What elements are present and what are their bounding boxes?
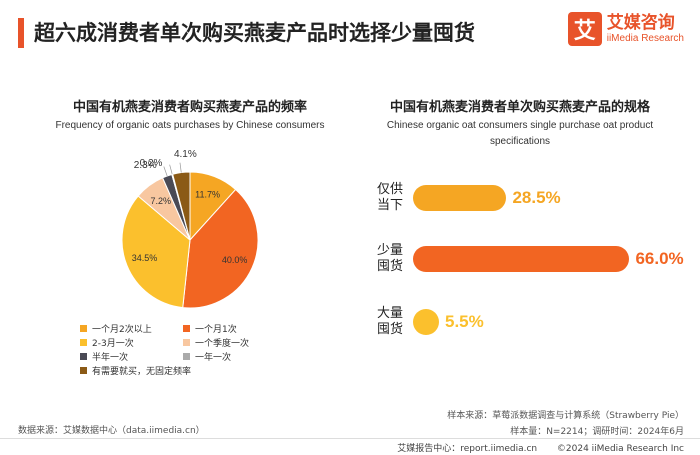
pie-slice-label: 7.2% — [150, 196, 171, 206]
pie-leader-line — [163, 166, 168, 177]
data-source: 数据来源：艾媒数据中心（data.iimedia.cn） — [18, 426, 205, 436]
bar-chart-title-en-line1: Chinese organic oat consumers single pur… — [386, 120, 654, 131]
footer-divider — [0, 438, 700, 439]
sample-size: 样本量：N=2214；调研时间：2024年6月 — [510, 427, 684, 437]
legend-item: 2-3月一次 — [80, 335, 183, 349]
pie-slice — [182, 188, 259, 309]
bar-chart-title-en-line2: specifications — [489, 136, 551, 147]
page-title: 超六成消费者单次购买燕麦产品时选择少量囤货 — [34, 21, 475, 45]
bar-category-label: 大量 囤货 — [377, 306, 404, 337]
bar — [413, 246, 630, 272]
legend-label: 2-3月一次 — [92, 338, 134, 349]
legend-label: 一年一次 — [195, 352, 232, 363]
pie-leader-line — [169, 164, 173, 175]
bar-value-label: 66.0% — [635, 249, 684, 268]
sample-source: 样本来源：草莓派数据调查与计算系统（Strawberry Pie） — [447, 411, 684, 421]
pie-chart-title-en: Frequency of organic oats purchases by C… — [55, 120, 325, 131]
bar — [413, 185, 507, 211]
legend-item: 一个月2次以上 — [80, 321, 183, 335]
frequency-pie-chart: 11.7% 40.0% 34.5% 7.2% — [121, 162, 259, 309]
legend-swatch — [80, 338, 87, 346]
pie-slice-label: 4.1% — [173, 148, 197, 160]
legend-item: 一个月1次 — [183, 321, 286, 335]
pie-slice-label: 0.2% — [139, 157, 163, 169]
report-center-link[interactable]: 艾媒报告中心：report.iimedia.cn — [397, 444, 538, 454]
legend-label: 有需要就买，无固定频率 — [92, 366, 192, 377]
bar-value-label: 28.5% — [512, 188, 561, 207]
legend-swatch — [80, 366, 87, 374]
logo-name-en: iiMedia Research — [606, 33, 684, 44]
logo-mark-icon: 艾 — [567, 12, 602, 46]
footer-credits: 艾媒报告中心：report.iimedia.cn ©2024 iiMedia R… — [397, 441, 684, 454]
bar-chart-title-cn: 中国有机燕麦消费者单次购买燕麦产品的规格 — [389, 100, 650, 115]
legend-label: 半年一次 — [92, 352, 129, 363]
legend-label: 一个月1次 — [195, 324, 237, 335]
bar-row: 少量 囤货 66.0% — [377, 243, 684, 275]
pie-slice-label: 2.3% — [133, 159, 157, 171]
legend-swatch — [183, 352, 190, 360]
pie-slice-label: 34.5% — [132, 253, 158, 263]
copyright-text: ©2024 iiMedia Research Inc — [556, 444, 684, 454]
logo-name-cn: 艾媒咨询 — [606, 13, 675, 33]
bar-row: 仅供 当下 28.5% — [377, 182, 561, 214]
pie-slice-label: 40.0% — [222, 255, 248, 265]
legend-swatch — [183, 324, 190, 332]
pie-chart-title-cn: 中国有机燕麦消费者购买燕麦产品的频率 — [72, 100, 307, 115]
title-accent-bar — [18, 18, 24, 48]
pie-slice-label: 11.7% — [195, 189, 220, 199]
logo-text: 艾媒咨询 iiMedia Research — [607, 13, 684, 45]
legend-label: 一个月2次以上 — [92, 324, 152, 335]
legend-swatch — [183, 338, 190, 346]
bar-value-label: 5.5% — [445, 312, 484, 331]
brand-logo: 艾 艾媒咨询 iiMedia Research — [567, 12, 684, 46]
bar-category-label: 仅供 当下 — [377, 182, 404, 213]
legend-swatch — [80, 352, 87, 360]
bar — [413, 309, 439, 335]
pie-leader-line — [179, 162, 182, 173]
bar-row: 大量 囤货 5.5% — [377, 306, 484, 338]
legend-item: 一年一次 — [183, 349, 286, 363]
pie-legend: 一个月2次以上 一个月1次 2-3月一次 一个季度一次半年一次 一年一次 有需要就买，无固… — [80, 321, 290, 377]
bar-category-label: 少量 囤货 — [377, 243, 404, 274]
legend-item: 半年一次 — [80, 349, 183, 363]
legend-swatch — [80, 324, 87, 332]
legend-item: 有需要就买，无固定频率 — [80, 363, 280, 377]
legend-item: 一个季度一次 — [183, 335, 286, 349]
pie-slice — [121, 195, 191, 309]
legend-label: 一个季度一次 — [195, 338, 250, 349]
